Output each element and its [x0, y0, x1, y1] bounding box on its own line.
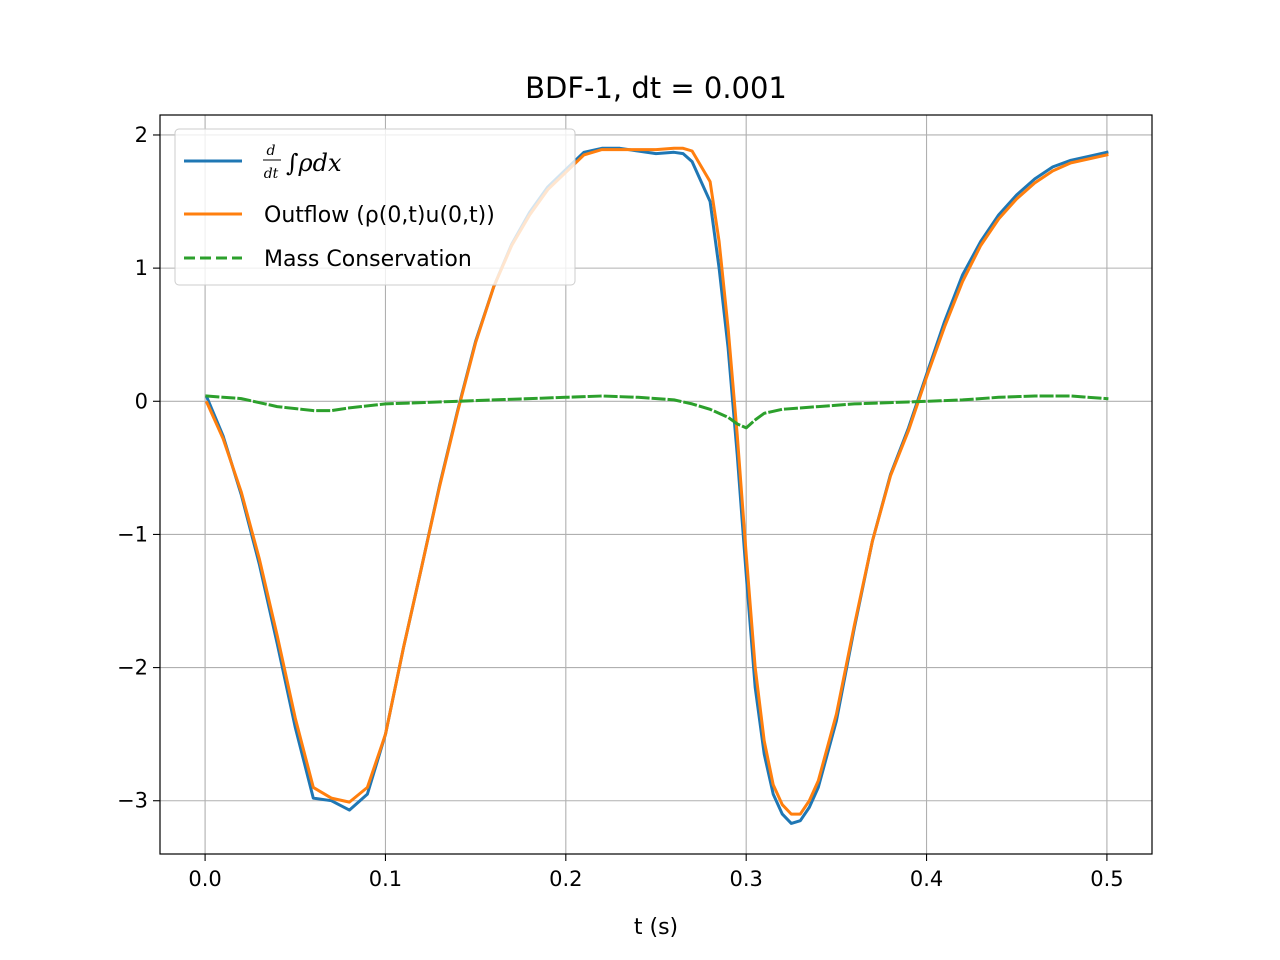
legend-fraction-numerator: d: [267, 143, 276, 159]
plot-area: [204, 146, 1109, 825]
y-tick-label: −3: [117, 789, 148, 813]
x-tick-label: 0.5: [1090, 867, 1123, 891]
legend-label-series-2: Outflow (ρ(0,t)u(0,t)): [264, 203, 495, 228]
legend: d dt ∫ρdx Outflow (ρ(0,t)u(0,t)) Mass Co…: [174, 128, 576, 286]
x-tick-label: 0.4: [910, 867, 943, 891]
axis-ticks: 0.0 0.1 0.2 0.3 0.4 0.5 −3 −2 −1 0 1 2: [117, 123, 1124, 891]
y-tick-label: −2: [117, 656, 148, 680]
y-tick-label: 0: [135, 389, 148, 413]
legend-integral-expression: ∫ρdx: [286, 149, 342, 177]
x-tick-label: 0.0: [188, 867, 221, 891]
legend-label-series-1: d dt ∫ρdx: [263, 143, 342, 182]
x-tick-label: 0.3: [729, 867, 762, 891]
y-tick-label: −1: [117, 522, 148, 546]
x-tick-label: 0.2: [549, 867, 582, 891]
legend-label-series-3: Mass Conservation: [264, 247, 472, 272]
y-tick-label: 2: [135, 123, 148, 147]
legend-fraction-denominator: dt: [264, 166, 279, 182]
series-line-outflow: [204, 146, 1109, 816]
legend-box: [174, 128, 576, 286]
y-tick-label: 1: [135, 256, 148, 280]
chart-title: BDF-1, dt = 0.001: [525, 71, 787, 105]
axes-frame: [159, 114, 1153, 855]
x-tick-label: 0.1: [369, 867, 402, 891]
series-line-mass-conservation: [205, 394, 1109, 430]
x-axis-label: t (s): [634, 915, 678, 940]
